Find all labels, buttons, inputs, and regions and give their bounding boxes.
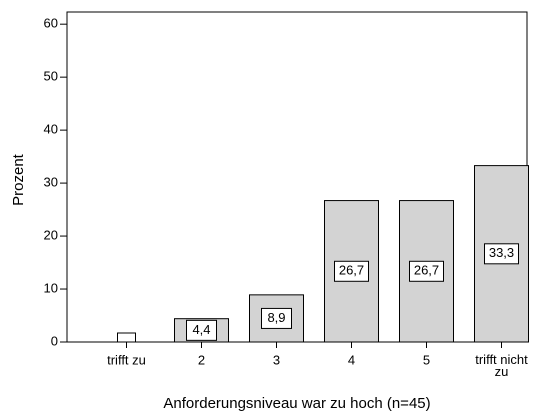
y-tick-label: 0 bbox=[51, 333, 58, 348]
value-label-box bbox=[334, 260, 369, 282]
y-tick-label: 50 bbox=[44, 69, 58, 84]
x-tick-label: trifft zu bbox=[107, 352, 146, 367]
x-tick-label: 3 bbox=[273, 352, 280, 367]
y-tick-label: 20 bbox=[44, 227, 58, 242]
y-tick-label: 60 bbox=[44, 16, 58, 31]
x-tick-label: 4 bbox=[348, 352, 355, 367]
value-label: 33,3 bbox=[489, 245, 514, 260]
value-label-box bbox=[484, 243, 519, 265]
value-label-box bbox=[409, 260, 444, 282]
value-label: 26,7 bbox=[414, 263, 439, 278]
x-axis-label: Anforderungsniveau war zu hoch (n=45) bbox=[163, 395, 430, 412]
y-tick-label: 10 bbox=[44, 280, 58, 295]
value-label-box bbox=[186, 319, 217, 341]
y-axis-label: Prozent bbox=[10, 153, 27, 206]
value-label: 4,4 bbox=[192, 322, 210, 337]
x-tick-label: 2 bbox=[198, 352, 205, 367]
plot-frame bbox=[66, 11, 528, 342]
value-label: 8,9 bbox=[267, 310, 285, 325]
value-label-box bbox=[117, 332, 136, 343]
x-tick-label: trifft nicht zu bbox=[475, 352, 528, 379]
y-tick-label: 30 bbox=[44, 175, 58, 190]
value-label: 26,7 bbox=[339, 263, 364, 278]
value-label-box bbox=[261, 307, 292, 329]
y-tick-label: 40 bbox=[44, 122, 58, 137]
x-tick-label: 5 bbox=[423, 352, 430, 367]
